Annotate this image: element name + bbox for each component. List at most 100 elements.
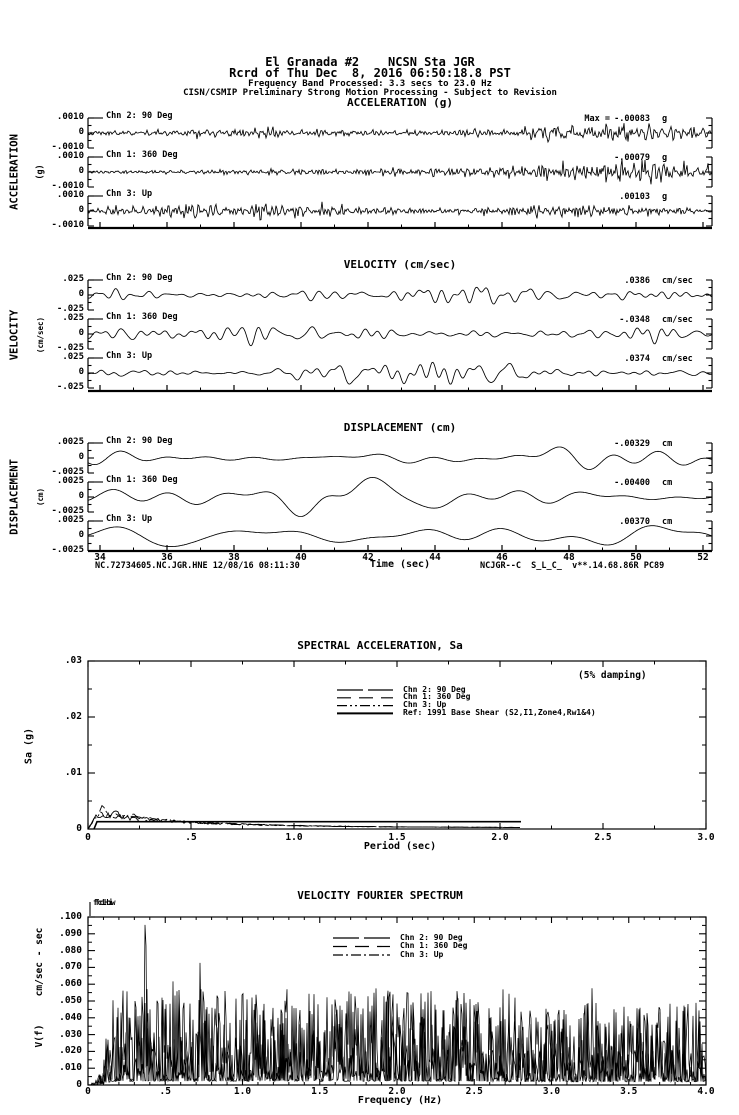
x-tick-label: .5 bbox=[159, 1086, 171, 1097]
time-tick-label: 36 bbox=[161, 552, 173, 563]
fc-high-marker-label: fcHi bbox=[95, 898, 114, 907]
y-tick-label: -.0025 bbox=[51, 545, 84, 555]
y-tick-label: 0 bbox=[78, 205, 84, 215]
y-tick-label: 0 bbox=[78, 530, 84, 540]
fourier-spectrum-trace bbox=[88, 924, 707, 1086]
velocity-panel-title: VELOCITY (cm/sec) bbox=[343, 258, 457, 271]
record-timestamp: Rcrd of Thu Dec 8, 2016 06:50:18.8 PST bbox=[229, 66, 511, 80]
waveform-trace bbox=[87, 446, 713, 470]
max-value-label: .00370 bbox=[619, 517, 650, 527]
y-tick-label: .025 bbox=[62, 274, 84, 284]
y-tick-label: .02 bbox=[64, 711, 82, 722]
max-value-label: -.00079 bbox=[614, 153, 650, 163]
time-tick-label: 50 bbox=[630, 552, 642, 563]
x-tick-label: 3.0 bbox=[542, 1086, 561, 1097]
damping-note: (5% damping) bbox=[578, 670, 647, 681]
y-tick-label: .030 bbox=[59, 1028, 82, 1040]
y-tick-label: 0 bbox=[76, 823, 82, 834]
x-tick-label: .5 bbox=[185, 832, 197, 843]
y-tick-label: .020 bbox=[59, 1045, 82, 1057]
y-tick-label: .0010 bbox=[56, 112, 84, 122]
legend-label: Ref: 1991 Base Shear (S2,I1,Zone4,Rw1&4) bbox=[403, 707, 596, 717]
time-tick-label: 42 bbox=[362, 552, 374, 563]
period-axis-label: Period (sec) bbox=[363, 841, 437, 852]
legend-label: Chn 2: 90 Deg bbox=[403, 684, 466, 694]
channel-label: Chn 1: 360 Deg bbox=[106, 150, 178, 160]
y-tick-label: .0010 bbox=[56, 190, 84, 200]
y-tick-label: -.0025 bbox=[51, 506, 84, 516]
timeseries-panel-lines bbox=[87, 117, 713, 230]
max-value-label: -.00329 bbox=[614, 439, 650, 449]
fc-low-marker-label: fcLow bbox=[93, 898, 116, 907]
channel-label: Chn 1: 360 Deg bbox=[106, 312, 178, 322]
record-id-footer: NC.72734605.NC.JGR.HNE 12/08/16 08:11:30 bbox=[95, 561, 300, 571]
max-value-label: .0386 bbox=[624, 276, 650, 286]
y-tick-label: -.025 bbox=[56, 382, 84, 392]
fourier-chart-lines bbox=[87, 902, 707, 1086]
y-tick-label: 0 bbox=[78, 289, 84, 299]
waveform-trace bbox=[87, 326, 713, 347]
y-tick-label: .090 bbox=[59, 927, 82, 939]
y-tick-label: .0010 bbox=[56, 151, 84, 161]
waveform-trace bbox=[87, 286, 713, 305]
x-tick-label: 1.5 bbox=[388, 832, 406, 843]
x-tick-label: 1.5 bbox=[311, 1086, 329, 1097]
waveform-trace bbox=[87, 361, 712, 385]
y-tick-label: 0 bbox=[78, 452, 84, 462]
time-tick-label: 52 bbox=[697, 552, 709, 563]
channel-label: Chn 3: Up bbox=[106, 189, 153, 199]
y-tick-label: -.025 bbox=[56, 304, 84, 314]
y-tick-label: .040 bbox=[59, 1011, 82, 1023]
x-tick-label: 2.5 bbox=[465, 1086, 483, 1097]
acceleration-axis-name: ACCELERATION bbox=[8, 134, 21, 210]
y-tick-label: .100 bbox=[59, 911, 82, 922]
max-value-label: .0374 bbox=[624, 354, 650, 364]
legend-label: Chn 3: Up bbox=[403, 700, 447, 710]
channel-label: Chn 3: Up bbox=[106, 514, 153, 524]
y-tick-label: -.0010 bbox=[51, 181, 84, 191]
max-unit-label: g bbox=[662, 114, 668, 124]
displacement-axis-name: DISPLACEMENT bbox=[8, 459, 21, 535]
y-tick-label: .01 bbox=[64, 767, 82, 778]
legend-label: Chn 3: Up bbox=[400, 949, 444, 959]
max-unit-label: cm bbox=[662, 517, 673, 527]
acceleration-panel-title: ACCELERATION (g) bbox=[347, 96, 453, 109]
sa-axis-name: Sa (g) bbox=[23, 727, 35, 765]
max-unit-label: cm/sec bbox=[662, 315, 693, 325]
sa-chart-title: SPECTRAL ACCELERATION, Sa bbox=[297, 639, 463, 652]
legend-label: Chn 1: 360 Deg bbox=[403, 692, 471, 702]
time-tick-label: 46 bbox=[496, 552, 508, 563]
y-tick-label: .03 bbox=[64, 655, 82, 666]
max-unit-label: cm/sec bbox=[662, 276, 693, 286]
waveform-trace bbox=[87, 525, 713, 548]
frequency-band-note: Frequency Band Processed: 3.3 secs to 23… bbox=[248, 79, 492, 89]
time-tick-label: 40 bbox=[295, 552, 307, 563]
fourier-spectrum-trace bbox=[88, 988, 707, 1086]
y-tick-label: .025 bbox=[62, 313, 84, 323]
max-value-label: .00103 bbox=[619, 192, 650, 202]
channel-label: Chn 3: Up bbox=[106, 351, 153, 361]
max-unit-label: cm/sec bbox=[662, 354, 693, 364]
time-tick-label: 34 bbox=[94, 552, 106, 563]
y-tick-label: .060 bbox=[59, 978, 82, 990]
sa-curve bbox=[87, 804, 520, 830]
channel-label: Chn 2: 90 Deg bbox=[106, 111, 173, 121]
fourier-chart-title: VELOCITY FOURIER SPECTRUM bbox=[297, 889, 463, 902]
processing-notice: CISN/CSMIP Preliminary Strong Motion Pro… bbox=[183, 88, 557, 98]
frequency-axis-label: Frequency (Hz) bbox=[357, 1095, 443, 1106]
time-tick-label: 48 bbox=[563, 552, 575, 563]
x-tick-label: 1.0 bbox=[285, 832, 303, 843]
y-tick-label: -.025 bbox=[56, 343, 84, 353]
x-tick-label: 2.5 bbox=[594, 832, 612, 843]
y-tick-label: 0 bbox=[78, 328, 84, 338]
time-tick-label: 44 bbox=[429, 552, 441, 563]
displacement-panel-title: DISPLACEMENT (cm) bbox=[343, 421, 457, 434]
max-value-label: -.00083 bbox=[614, 114, 650, 124]
max-value-label: -.0348 bbox=[619, 315, 650, 325]
x-tick-label: 0 bbox=[85, 1086, 91, 1097]
waveform-trace bbox=[87, 201, 713, 221]
x-tick-label: 3.0 bbox=[697, 832, 715, 843]
y-tick-label: 0 bbox=[78, 367, 84, 377]
timeseries-panel-lines bbox=[87, 442, 713, 553]
